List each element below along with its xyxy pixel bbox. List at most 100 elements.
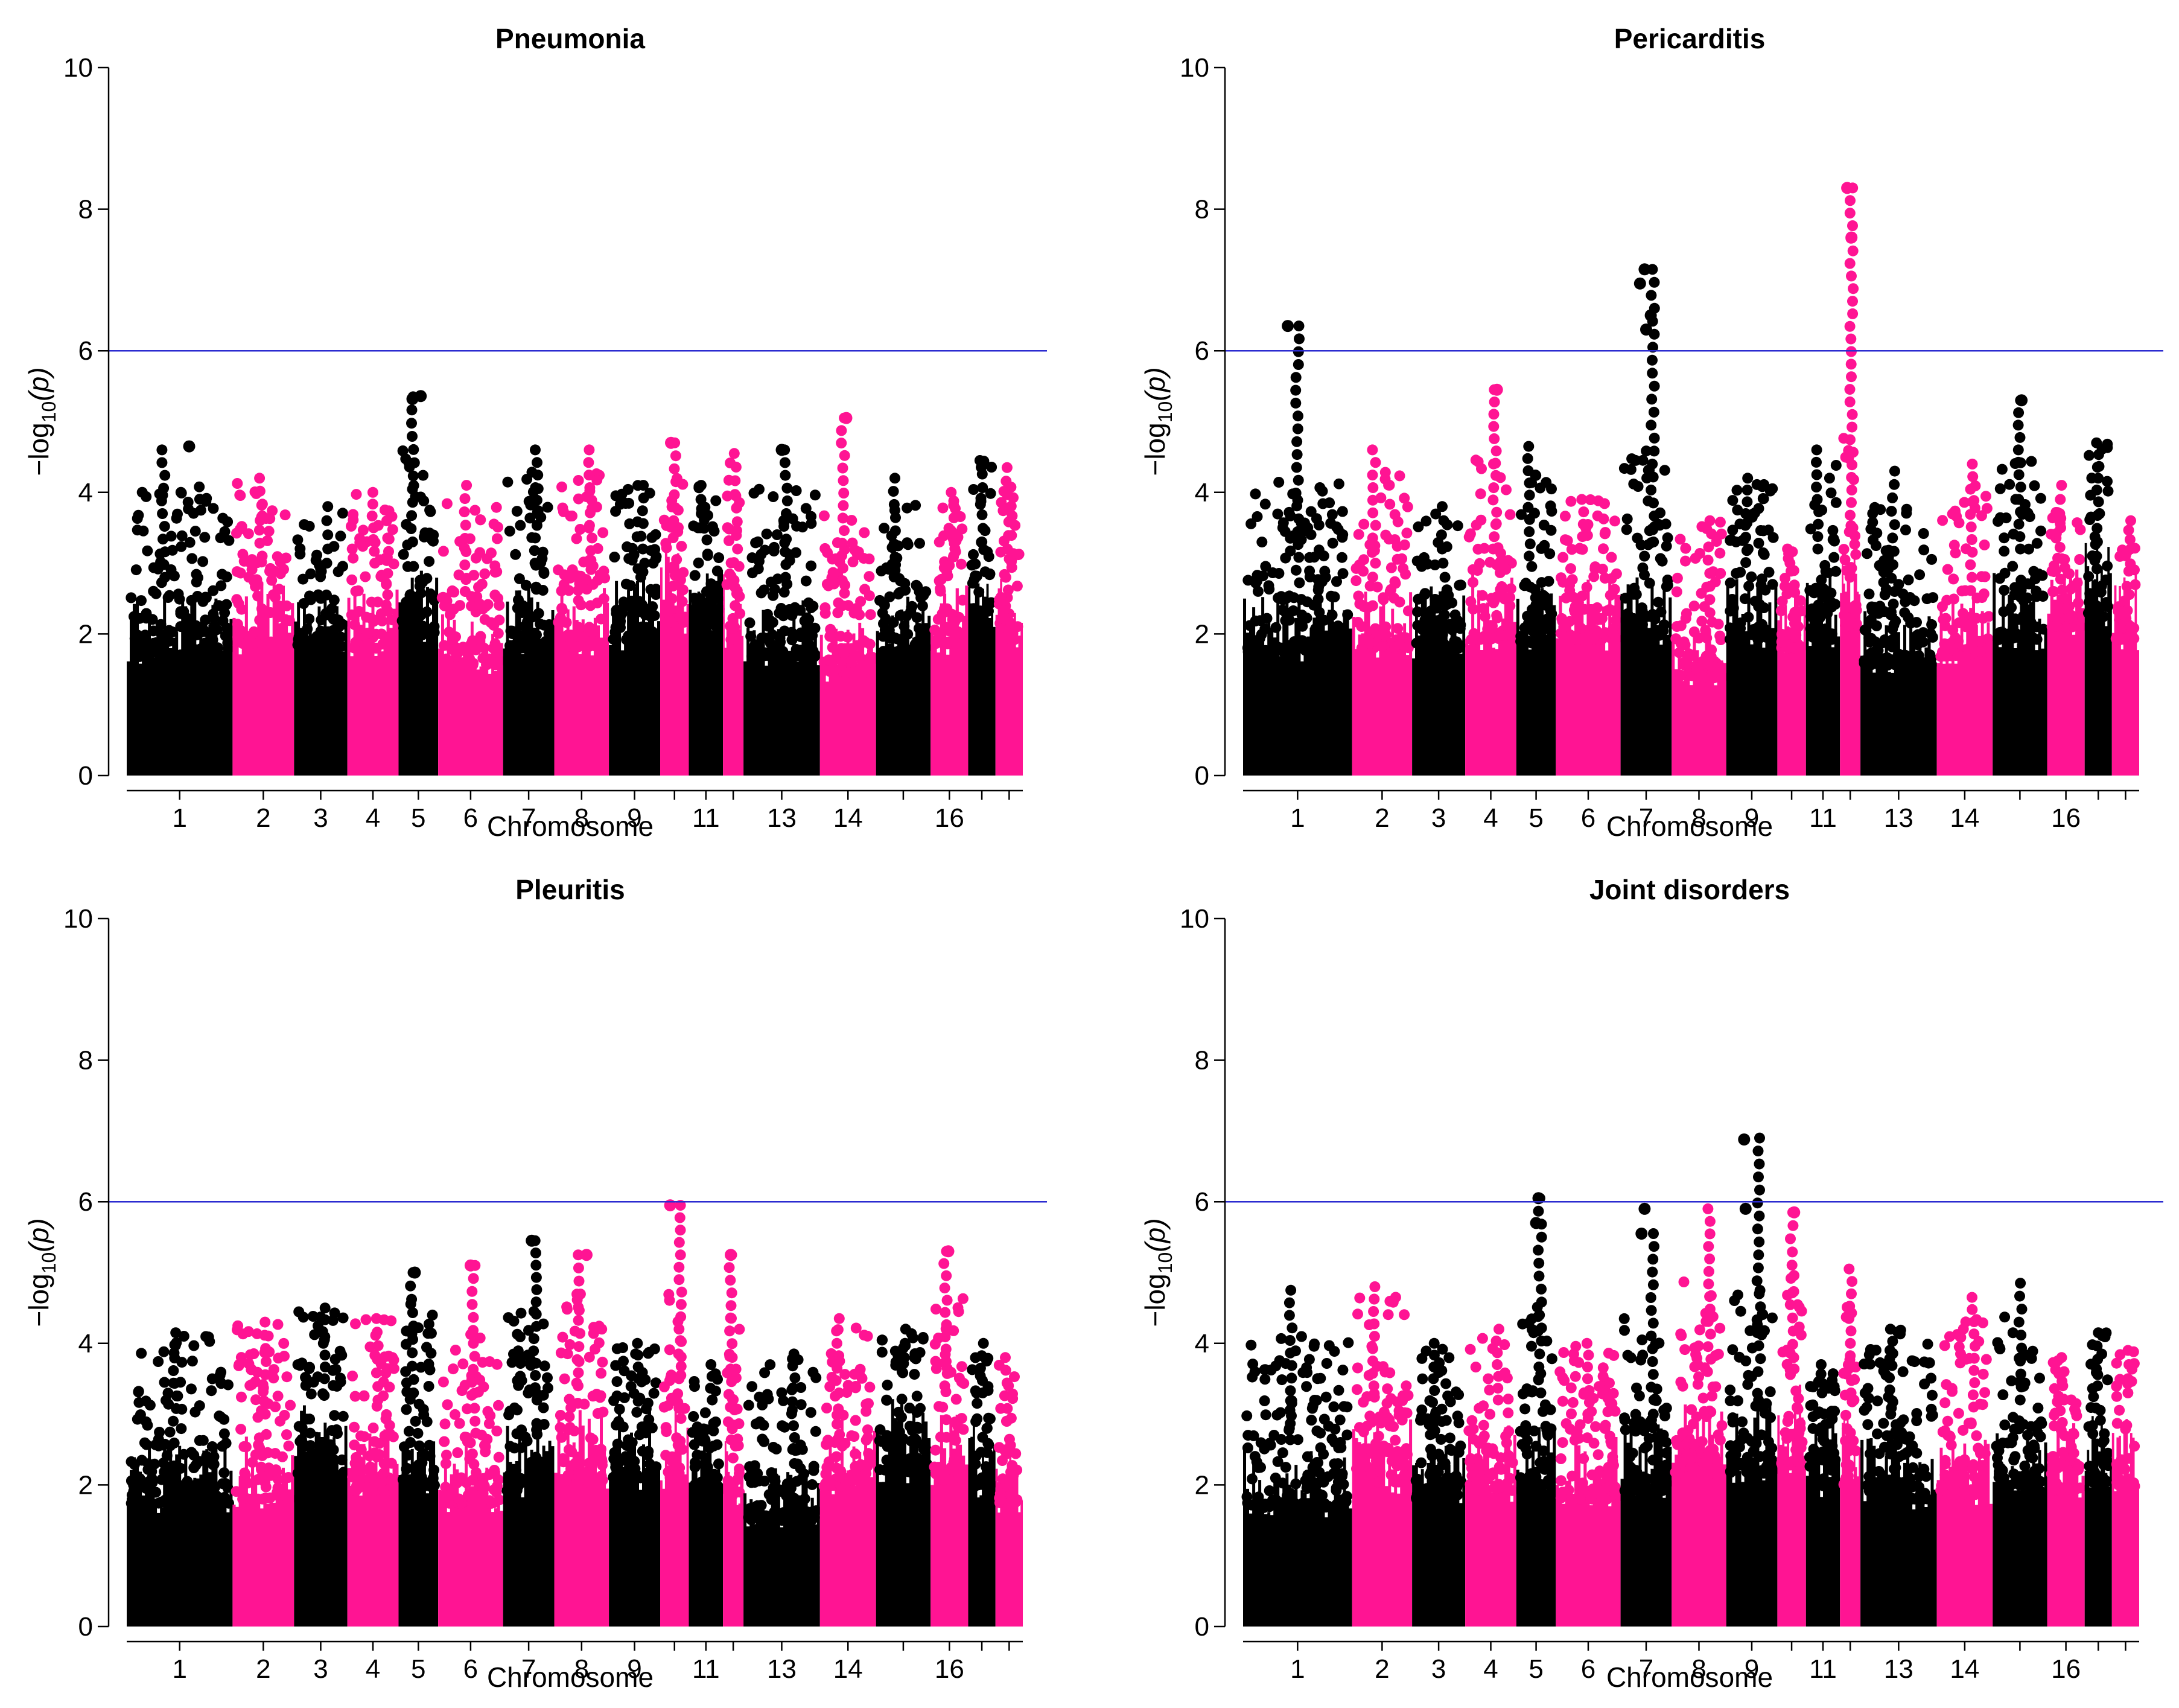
snp-point bbox=[401, 1462, 413, 1474]
snp-point bbox=[328, 1444, 339, 1456]
snp-point bbox=[1639, 569, 1650, 581]
snp-point bbox=[1475, 488, 1486, 500]
snp-point bbox=[296, 1434, 307, 1445]
snp-point bbox=[236, 521, 247, 532]
snp-point bbox=[1605, 590, 1616, 601]
snp-point bbox=[1725, 535, 1736, 546]
snp-point bbox=[190, 1479, 202, 1491]
snp-point bbox=[2125, 628, 2137, 640]
snp-point bbox=[142, 1420, 153, 1431]
snp-point bbox=[1337, 1499, 1348, 1511]
snp-point bbox=[232, 631, 244, 643]
snp-point bbox=[408, 444, 419, 455]
x-tick-label: 13 bbox=[767, 1654, 797, 1684]
snp-point bbox=[408, 1387, 419, 1398]
snp-point bbox=[1401, 527, 1413, 539]
snp-point bbox=[186, 553, 198, 564]
snp-point bbox=[1294, 1502, 1305, 1513]
snp-point bbox=[191, 576, 202, 588]
snp-point bbox=[2091, 484, 2102, 496]
snp-point bbox=[788, 1348, 800, 1360]
snp-point bbox=[1285, 1284, 1297, 1296]
snp-point bbox=[747, 567, 758, 579]
snp-point bbox=[859, 1330, 870, 1341]
snp-point bbox=[206, 1385, 217, 1397]
snp-point bbox=[176, 1423, 187, 1435]
x-tick-label: 16 bbox=[935, 803, 964, 833]
snp-point bbox=[171, 1390, 182, 1401]
snp-point bbox=[337, 508, 348, 519]
snp-point bbox=[418, 1448, 429, 1459]
snp-point bbox=[941, 1414, 952, 1426]
snp-point bbox=[372, 1327, 383, 1338]
snp-point bbox=[1763, 524, 1774, 536]
snp-point bbox=[1285, 1347, 1296, 1359]
snp-point bbox=[571, 1289, 582, 1300]
snp-point bbox=[168, 1415, 179, 1427]
top-hit-point bbox=[415, 390, 427, 403]
snp-point bbox=[882, 1441, 893, 1452]
snp-point bbox=[1285, 1385, 1296, 1397]
snp-point bbox=[1488, 421, 1500, 432]
snp-point bbox=[874, 594, 885, 606]
snp-point bbox=[730, 600, 741, 611]
snp-point bbox=[674, 1212, 686, 1223]
snp-point bbox=[1263, 580, 1274, 591]
snp-point bbox=[1839, 554, 1851, 566]
snp-point bbox=[1662, 575, 1673, 585]
snp-point bbox=[941, 1270, 952, 1281]
snp-point bbox=[1286, 1360, 1297, 1371]
snp-point bbox=[1983, 611, 1994, 622]
snp-point bbox=[461, 1477, 472, 1488]
snp-point bbox=[1648, 497, 1659, 509]
snp-point bbox=[638, 480, 649, 491]
x-tick-label: 1 bbox=[172, 1654, 186, 1684]
snp-point bbox=[759, 1367, 771, 1378]
snp-point bbox=[577, 631, 589, 643]
snp-point bbox=[142, 545, 153, 556]
snp-point bbox=[1431, 618, 1443, 629]
snp-point bbox=[1704, 567, 1716, 579]
snp-point bbox=[956, 523, 968, 535]
snp-point bbox=[906, 1435, 917, 1447]
snp-point bbox=[946, 486, 957, 498]
snp-point bbox=[807, 1366, 819, 1378]
snp-point bbox=[208, 608, 219, 620]
snp-point bbox=[579, 1470, 590, 1480]
snp-point bbox=[1646, 419, 1657, 431]
snp-point bbox=[126, 592, 137, 604]
snp-point bbox=[1316, 1471, 1328, 1482]
snp-point bbox=[843, 666, 854, 678]
snp-point bbox=[846, 515, 857, 526]
snp-point bbox=[1002, 1403, 1013, 1414]
snp-point bbox=[1367, 482, 1379, 493]
snp-point bbox=[1888, 598, 1899, 610]
snp-point bbox=[248, 1348, 259, 1359]
snp-point bbox=[1296, 642, 1308, 654]
snp-point bbox=[1341, 1401, 1353, 1413]
y-tick-label: 2 bbox=[78, 619, 93, 649]
top-hit-point bbox=[775, 444, 788, 456]
snp-point bbox=[529, 558, 541, 569]
snp-point bbox=[1354, 1292, 1366, 1304]
snp-point bbox=[1589, 563, 1601, 575]
snp-point bbox=[821, 1439, 832, 1450]
snp-point bbox=[774, 631, 785, 642]
snp-point bbox=[264, 566, 275, 577]
snp-point bbox=[1519, 622, 1530, 634]
snp-point bbox=[608, 634, 619, 645]
snp-point bbox=[1470, 454, 1481, 466]
snp-point bbox=[189, 526, 201, 537]
snp-point bbox=[839, 525, 850, 537]
snp-point bbox=[1260, 561, 1271, 572]
snp-point bbox=[351, 489, 362, 500]
snp-point bbox=[1599, 528, 1611, 540]
snp-point bbox=[321, 558, 332, 569]
snp-point bbox=[319, 1350, 331, 1361]
snp-point bbox=[1714, 517, 1726, 528]
snp-point bbox=[170, 1340, 181, 1351]
snp-point bbox=[1007, 1488, 1018, 1499]
x-axis-label: Chromosome bbox=[1606, 811, 1773, 842]
snp-point bbox=[591, 474, 603, 486]
